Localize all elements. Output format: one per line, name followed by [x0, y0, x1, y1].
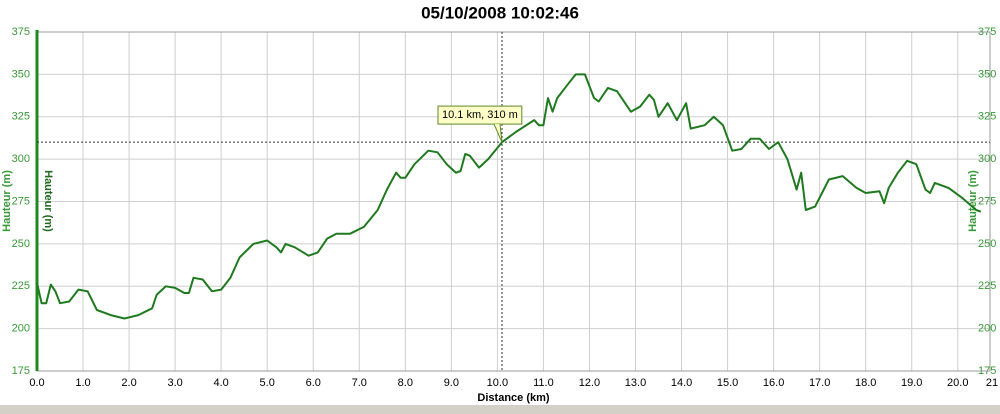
elevation-line [36, 73, 982, 320]
x-tick-label: 16.0 [763, 377, 784, 389]
y-tick-label: 250 [12, 238, 30, 250]
y2-tick-label: 275 [978, 195, 996, 207]
x-tick-label: 14.0 [671, 377, 692, 389]
x-tick-label: 2.0 [121, 377, 136, 389]
annotation-text: 10.1 km, 310 m [442, 109, 518, 121]
x-tick-label: 1.0 [75, 377, 90, 389]
y-tick-label: 275 [12, 195, 30, 207]
x-tick-label: 21 [986, 377, 998, 389]
y2-tick-label: 300 [978, 153, 996, 165]
annotation-box [437, 105, 523, 125]
y-tick-label: 175 [12, 365, 30, 377]
x-tick-label: 17.0 [809, 377, 830, 389]
x-tick-label: 6.0 [306, 377, 321, 389]
y2-tick-label: 325 [978, 111, 996, 123]
annotation: 10.1 km, 310 m [437, 105, 523, 143]
y-tick-label: 200 [12, 323, 30, 335]
y2-tick-label: 200 [978, 323, 996, 335]
y-axis-label: Hauteur (m) [42, 170, 54, 232]
annotation-pointer [493, 123, 503, 143]
y-axis-label: Hauteur (m) [1, 170, 13, 232]
x-tick-label: 15.0 [717, 377, 738, 389]
y2-axis-label: Hauteur (m) [967, 170, 979, 232]
x-tick-label: 4.0 [214, 377, 229, 389]
x-tick-label: 11.0 [533, 377, 554, 389]
x-tick-label: 18.0 [855, 377, 876, 389]
scrollbar[interactable] [0, 405, 1000, 414]
x-tick-label: 8.0 [398, 377, 413, 389]
y-tick-label: 375 [12, 26, 30, 38]
x-tick-label: 5.0 [260, 377, 275, 389]
chart-title: 05/10/2008 10:02:46 [421, 3, 579, 22]
y-tick-label: 300 [12, 153, 30, 165]
x-tick-label: 12.0 [579, 377, 600, 389]
x-tick-label: 0.0 [29, 377, 44, 389]
x-tick-label: 19.0 [901, 377, 922, 389]
x-tick-label: 3.0 [167, 377, 182, 389]
x-tick-label: 7.0 [352, 377, 367, 389]
x-axis-label: Distance (km) [477, 392, 549, 404]
x-tick-label: 9.0 [444, 377, 459, 389]
y-tick-label: 350 [12, 68, 30, 80]
x-tick-label: 13.0 [625, 377, 646, 389]
y-tick-label: 325 [12, 111, 30, 123]
y2-tick-label: 225 [978, 280, 996, 292]
y2-tick-label: 250 [978, 238, 996, 250]
x-tick-label: 20.0 [947, 377, 968, 389]
y2-tick-label: 350 [978, 68, 996, 80]
y-tick-label: 225 [12, 280, 30, 292]
x-tick-label: 10.0 [487, 377, 508, 389]
